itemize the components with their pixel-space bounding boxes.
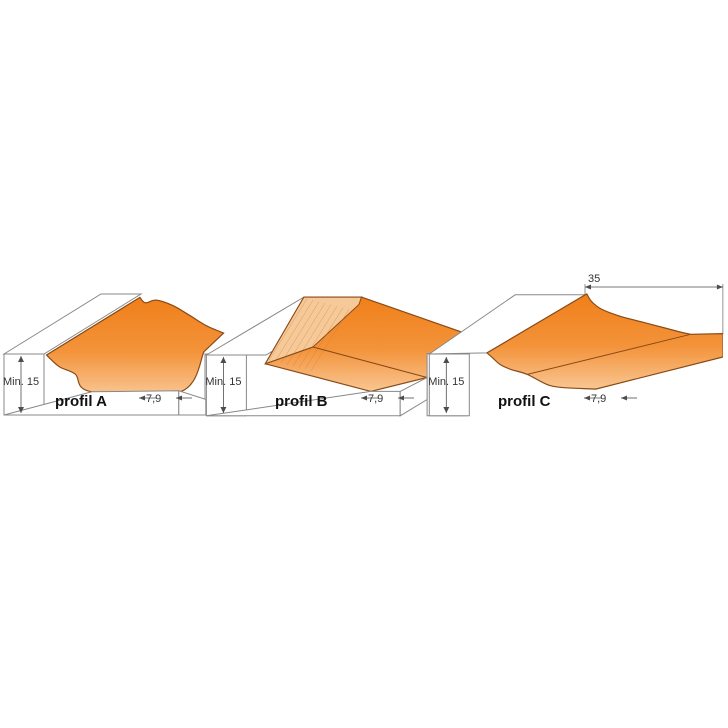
svg-text:7,9: 7,9 [146,393,161,405]
svg-text:profil B: profil B [275,393,328,410]
svg-text:profil A: profil A [55,393,107,410]
svg-text:Min. 15: Min. 15 [205,376,241,388]
svg-text:Min. 15: Min. 15 [3,376,39,388]
svg-text:Min. 15: Min. 15 [428,376,464,388]
svg-text:35: 35 [588,273,600,285]
svg-text:7,9: 7,9 [591,393,606,405]
svg-text:7,9: 7,9 [368,393,383,405]
svg-text:profil C: profil C [498,393,551,410]
